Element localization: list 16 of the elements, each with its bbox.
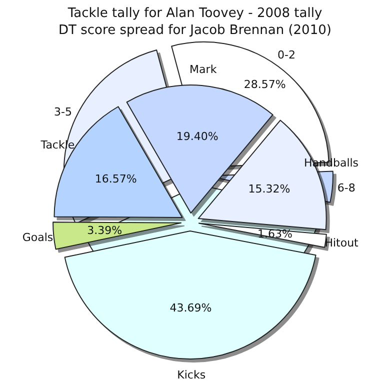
data-label: 3.39% <box>87 224 122 238</box>
slice-label: 6-8 <box>337 182 356 195</box>
slice-label: Kicks <box>177 368 206 382</box>
slice-label: 0-2 <box>277 48 296 62</box>
slice-label: Mark <box>190 63 218 76</box>
chart-title: Tackle tally for Alan Toovey - 2008 tally <box>66 6 322 21</box>
data-label: 16.57% <box>94 172 137 186</box>
data-label: 28.57% <box>244 78 286 91</box>
data-label: 19.40% <box>176 130 218 144</box>
slice-label: Hitout <box>324 236 360 250</box>
slice-label: Goals <box>22 230 54 244</box>
data-label: 1.63% <box>258 227 292 240</box>
data-label: 15.32% <box>248 182 290 196</box>
slice-label: 3-5 <box>54 106 72 119</box>
chart-title: DT score spread for Jacob Brennan (2010) <box>58 23 332 38</box>
data-label: 43.69% <box>170 301 212 314</box>
